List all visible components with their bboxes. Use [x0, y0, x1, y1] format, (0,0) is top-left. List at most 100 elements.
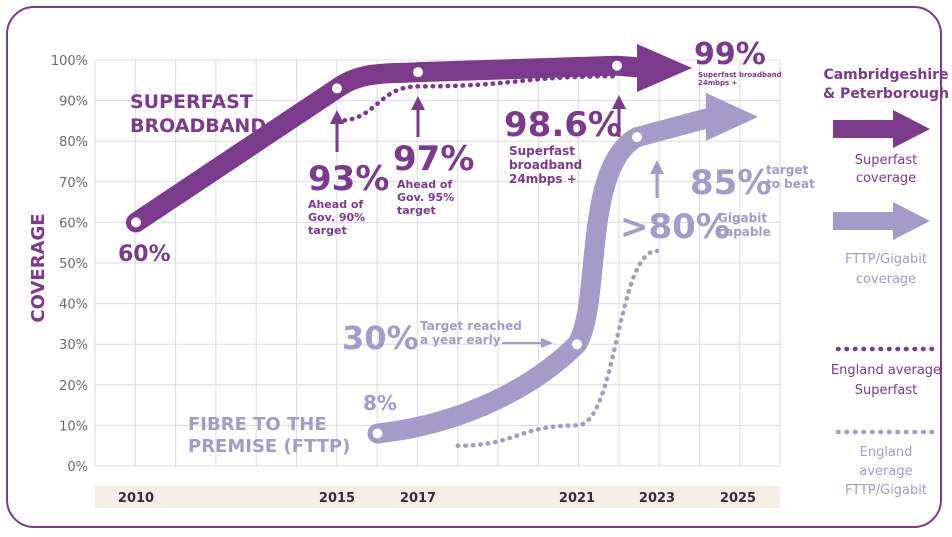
arrow-986-head: [612, 95, 626, 109]
note-97-line: target: [397, 204, 436, 217]
superfast-title: SUPERFAST BROADBAND: [130, 91, 266, 137]
note-85: target to beat: [766, 163, 815, 191]
data-point: [630, 130, 644, 145]
note-30-line: Target reached: [420, 319, 522, 333]
arrow-93-head: [330, 110, 344, 124]
note-93: Ahead of Gov. 90% target: [308, 198, 365, 237]
data-point: [370, 426, 385, 441]
y-tick-label: 20%: [59, 379, 88, 394]
label-986: 98.6%: [504, 105, 622, 145]
x-axis-band: [95, 486, 780, 508]
x-tick-label: 2017: [400, 491, 436, 506]
legend-fttp-label-line: coverage: [856, 272, 916, 287]
legend-superfast-label: Superfast coverage: [855, 153, 918, 186]
legend-superfast-label-line: Superfast: [855, 153, 918, 168]
y-tick-label: 100%: [51, 54, 88, 69]
note-85-line: target: [766, 163, 808, 177]
note-99: Superfast broadband 24mbps +: [698, 71, 782, 87]
fttp-title-line: PREMISE (FTTP): [188, 436, 350, 457]
note-93-line: Ahead of: [308, 198, 363, 211]
note-93-line: target: [308, 224, 347, 237]
label-99: 99%: [694, 37, 766, 72]
y-axis-label: COVERAGE: [28, 213, 49, 322]
legend-eng-fttp-label-line: average: [859, 464, 912, 479]
data-point: [330, 81, 344, 96]
arrow-80-head: [650, 160, 664, 174]
legend-eng-fttp-label: England average FTTP/Gigabit: [845, 445, 927, 498]
label-93: 93%: [308, 159, 389, 199]
data-point: [570, 337, 584, 352]
data-point: [129, 215, 143, 230]
y-tick-label: 50%: [59, 257, 88, 272]
arrow-30-head: [541, 338, 553, 348]
annotations: SUPERFAST BROADBAND FIBRE TO THE PREMISE (F…: [118, 37, 815, 457]
note-85-line: to beat: [766, 177, 815, 191]
england-superfast-line: [334, 73, 620, 124]
y-tick-label: 0%: [67, 460, 88, 475]
note-986-line: Superfast: [509, 144, 575, 158]
x-tick-label: 2025: [720, 491, 756, 506]
superfast-title-line: SUPERFAST: [130, 91, 253, 113]
chart-frame: [6, 6, 942, 528]
y-tick-label: 90%: [59, 95, 88, 110]
legend-superfast-arrowhead: [893, 110, 930, 148]
legend-superfast-label-line: coverage: [856, 171, 916, 186]
label-30: 30%: [342, 319, 419, 357]
legend-eng-fttp-label-line: England: [860, 445, 913, 460]
data-point: [411, 65, 425, 80]
legend-fttp-label: FTTP/Gigabit coverage: [845, 252, 927, 287]
note-986: Superfast broadband 24mbps +: [509, 144, 582, 186]
note-30: Target reached a year early: [420, 319, 522, 347]
legend-eng-fttp-label-line: FTTP/Gigabit: [845, 483, 927, 498]
legend-fttp-swatch: [833, 212, 895, 230]
note-80-line: capable: [718, 225, 771, 239]
x-tick-label: 2023: [639, 491, 675, 506]
legend-fttp-arrowhead: [893, 202, 930, 240]
note-93-line: Gov. 90%: [308, 211, 365, 224]
arrow-97-head: [411, 96, 425, 110]
x-tick-label: 2015: [319, 491, 355, 506]
label-85: 85%: [690, 163, 771, 203]
data-point: [610, 58, 624, 73]
note-97-line: Ahead of: [397, 178, 452, 191]
note-986-line: 24mbps +: [509, 172, 577, 186]
legend-eng-superfast-label: England average Superfast: [831, 363, 941, 398]
note-30-line: a year early: [420, 333, 501, 347]
legend-eng-superfast-label-line: England average: [831, 363, 941, 378]
note-986-line: broadband: [509, 158, 582, 172]
legend-title-line: Cambridgeshire: [823, 67, 948, 83]
note-97: Ahead of Gov. 95% target: [397, 178, 454, 217]
x-tick-label: 2010: [118, 491, 154, 506]
y-tick-label: 10%: [59, 419, 88, 434]
legend-title-line: & Peterborough: [823, 86, 949, 102]
series-lines: [126, 44, 758, 448]
y-tick-label: 60%: [59, 216, 88, 231]
x-tick-label: 2021: [559, 491, 595, 506]
y-axis: 0% 10% 20% 30% 40% 50% 60% 70% 80% 90% 100%: [51, 54, 88, 475]
note-97-line: Gov. 95%: [397, 191, 454, 204]
england-fttp-line: [455, 248, 660, 448]
note-80-line: Gigabit: [718, 211, 767, 225]
superfast-arrowhead: [637, 44, 692, 93]
legend: Cambridgeshire & Peterborough Superfast cov…: [823, 67, 949, 498]
note-80: Gigabit capable: [718, 211, 771, 239]
legend-fttp-label-line: FTTP/Gigabit: [845, 252, 927, 267]
superfast-title-line: BROADBAND: [130, 115, 266, 137]
legend-superfast-swatch: [833, 120, 895, 138]
note-99-line: 24mbps +: [698, 79, 738, 87]
label-80: >80%: [620, 207, 730, 247]
fttp-title: FIBRE TO THE PREMISE (FTTP): [188, 414, 350, 457]
note-99-line: Superfast broadband: [698, 71, 782, 79]
legend-title: Cambridgeshire & Peterborough: [823, 67, 949, 102]
label-60: 60%: [118, 242, 171, 267]
label-97: 97%: [393, 139, 474, 179]
y-tick-label: 80%: [59, 135, 88, 150]
fttp-arrowhead: [706, 92, 758, 141]
fttp-title-line: FIBRE TO THE: [188, 414, 327, 435]
legend-eng-superfast-label-line: Superfast: [855, 383, 918, 398]
y-tick-label: 30%: [59, 338, 88, 353]
y-tick-label: 40%: [59, 298, 88, 313]
label-8: 8%: [363, 391, 397, 415]
x-axis: 2010 2015 2017 2021 2023 2025: [95, 486, 780, 508]
